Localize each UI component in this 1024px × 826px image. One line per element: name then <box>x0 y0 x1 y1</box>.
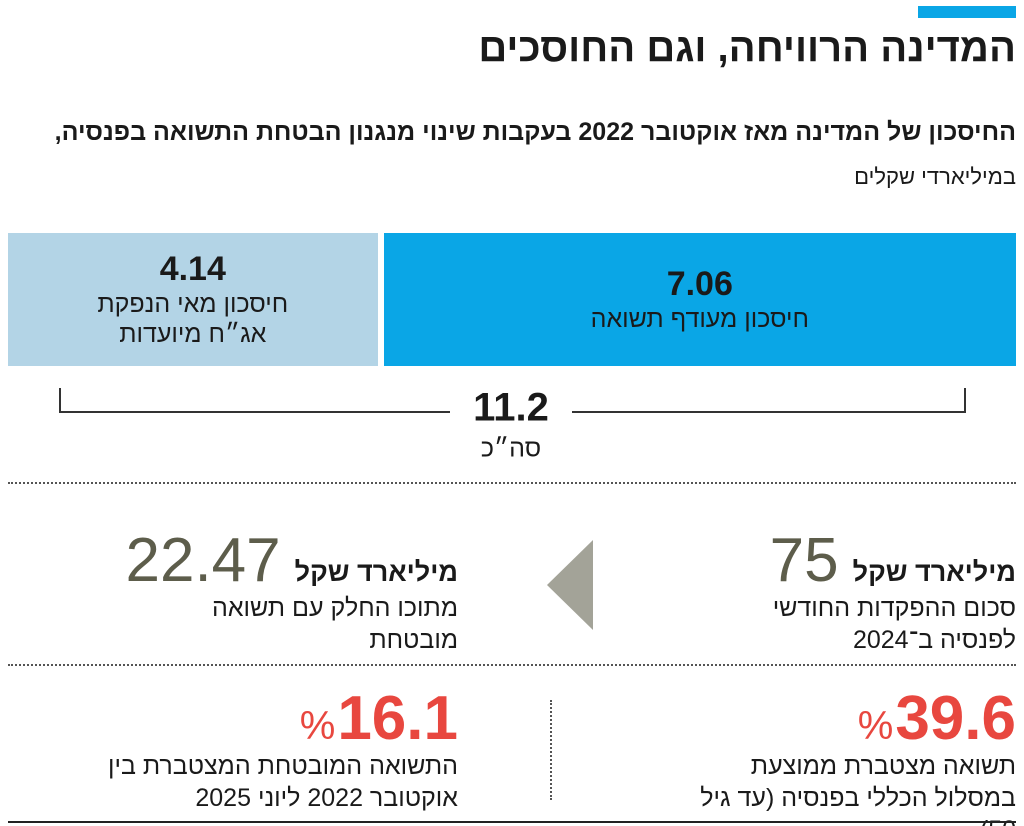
subtitle: החיסכון של המדינה מאז אוקטובר 2022 בעקבו… <box>8 110 1016 199</box>
stat: מיליארד שקל 22.47 מתוכו החלק עם תשואה מוב… <box>38 530 458 656</box>
segment-label: חיסכון מאי הנפקת אג״ח מיועדות <box>97 290 289 348</box>
stat-unit: מיליארד שקל <box>294 557 458 587</box>
stat-text: התשואה המובטחת המצטברת בין אוקטובר 2022 … <box>108 752 458 812</box>
stat: 39.6% תשואה מצטברת ממוצעת במסלול הכללי ב… <box>596 688 1016 826</box>
accent-bar <box>918 6 1016 18</box>
stat-text: מתוכו החלק עם תשואה מובטחת <box>211 594 458 654</box>
bar-segment: 7.06 חיסכון מעודף תשואה <box>383 233 1016 366</box>
arrow-shape <box>547 540 593 630</box>
column-divider <box>550 700 552 800</box>
stat-head: 16.1% <box>38 688 458 750</box>
stat-head: 39.6% <box>596 688 1016 750</box>
total-bracket: 11.2 סה״כ <box>59 386 966 463</box>
stat-unit: % <box>857 704 894 748</box>
arrow <box>547 540 593 630</box>
divider <box>8 664 1016 666</box>
stat: 16.1% התשואה המובטחת המצטברת בין אוקטובר… <box>38 688 458 814</box>
bracket <box>59 388 966 413</box>
segment-value: 4.14 <box>159 250 226 288</box>
stat-unit: מיליארד שקל <box>852 557 1016 587</box>
stat-head: מיליארד שקל 22.47 <box>38 530 458 592</box>
stat-head: מיליארד שקל 75 <box>596 530 1016 592</box>
bar-segment: 4.14 חיסכון מאי הנפקת אג״ח מיועדות <box>8 233 378 366</box>
stat-value: 75 <box>769 526 839 595</box>
title: המדינה הרוויחה, וגם החוסכים <box>478 26 1016 70</box>
total-label: סה״כ <box>481 435 541 463</box>
segment-value: 7.06 <box>666 265 733 303</box>
stat-text: סכום ההפקדות החודשי לפנסיה ב־2024 <box>772 594 1016 654</box>
stat-unit: % <box>299 704 336 748</box>
stat-value: 39.6 <box>895 684 1016 753</box>
segment-label: חיסכון מעודף תשואה <box>590 305 809 333</box>
total-value: 11.2 <box>473 386 549 430</box>
bottom-rule <box>8 821 1016 823</box>
subtitle-unit: במיליארדי שקלים <box>854 164 1016 189</box>
stat-value: 22.47 <box>125 526 281 595</box>
stat: מיליארד שקל 75 סכום ההפקדות החודשי לפנסיה… <box>596 530 1016 656</box>
divider <box>8 482 1016 484</box>
stat-value: 16.1 <box>337 684 458 753</box>
subtitle-bold: החיסכון של המדינה מאז אוקטובר 2022 בעקבו… <box>54 118 1016 146</box>
stat-text: תשואה מצטברת ממוצעת במסלול הכללי בפנסיה … <box>700 752 1016 826</box>
